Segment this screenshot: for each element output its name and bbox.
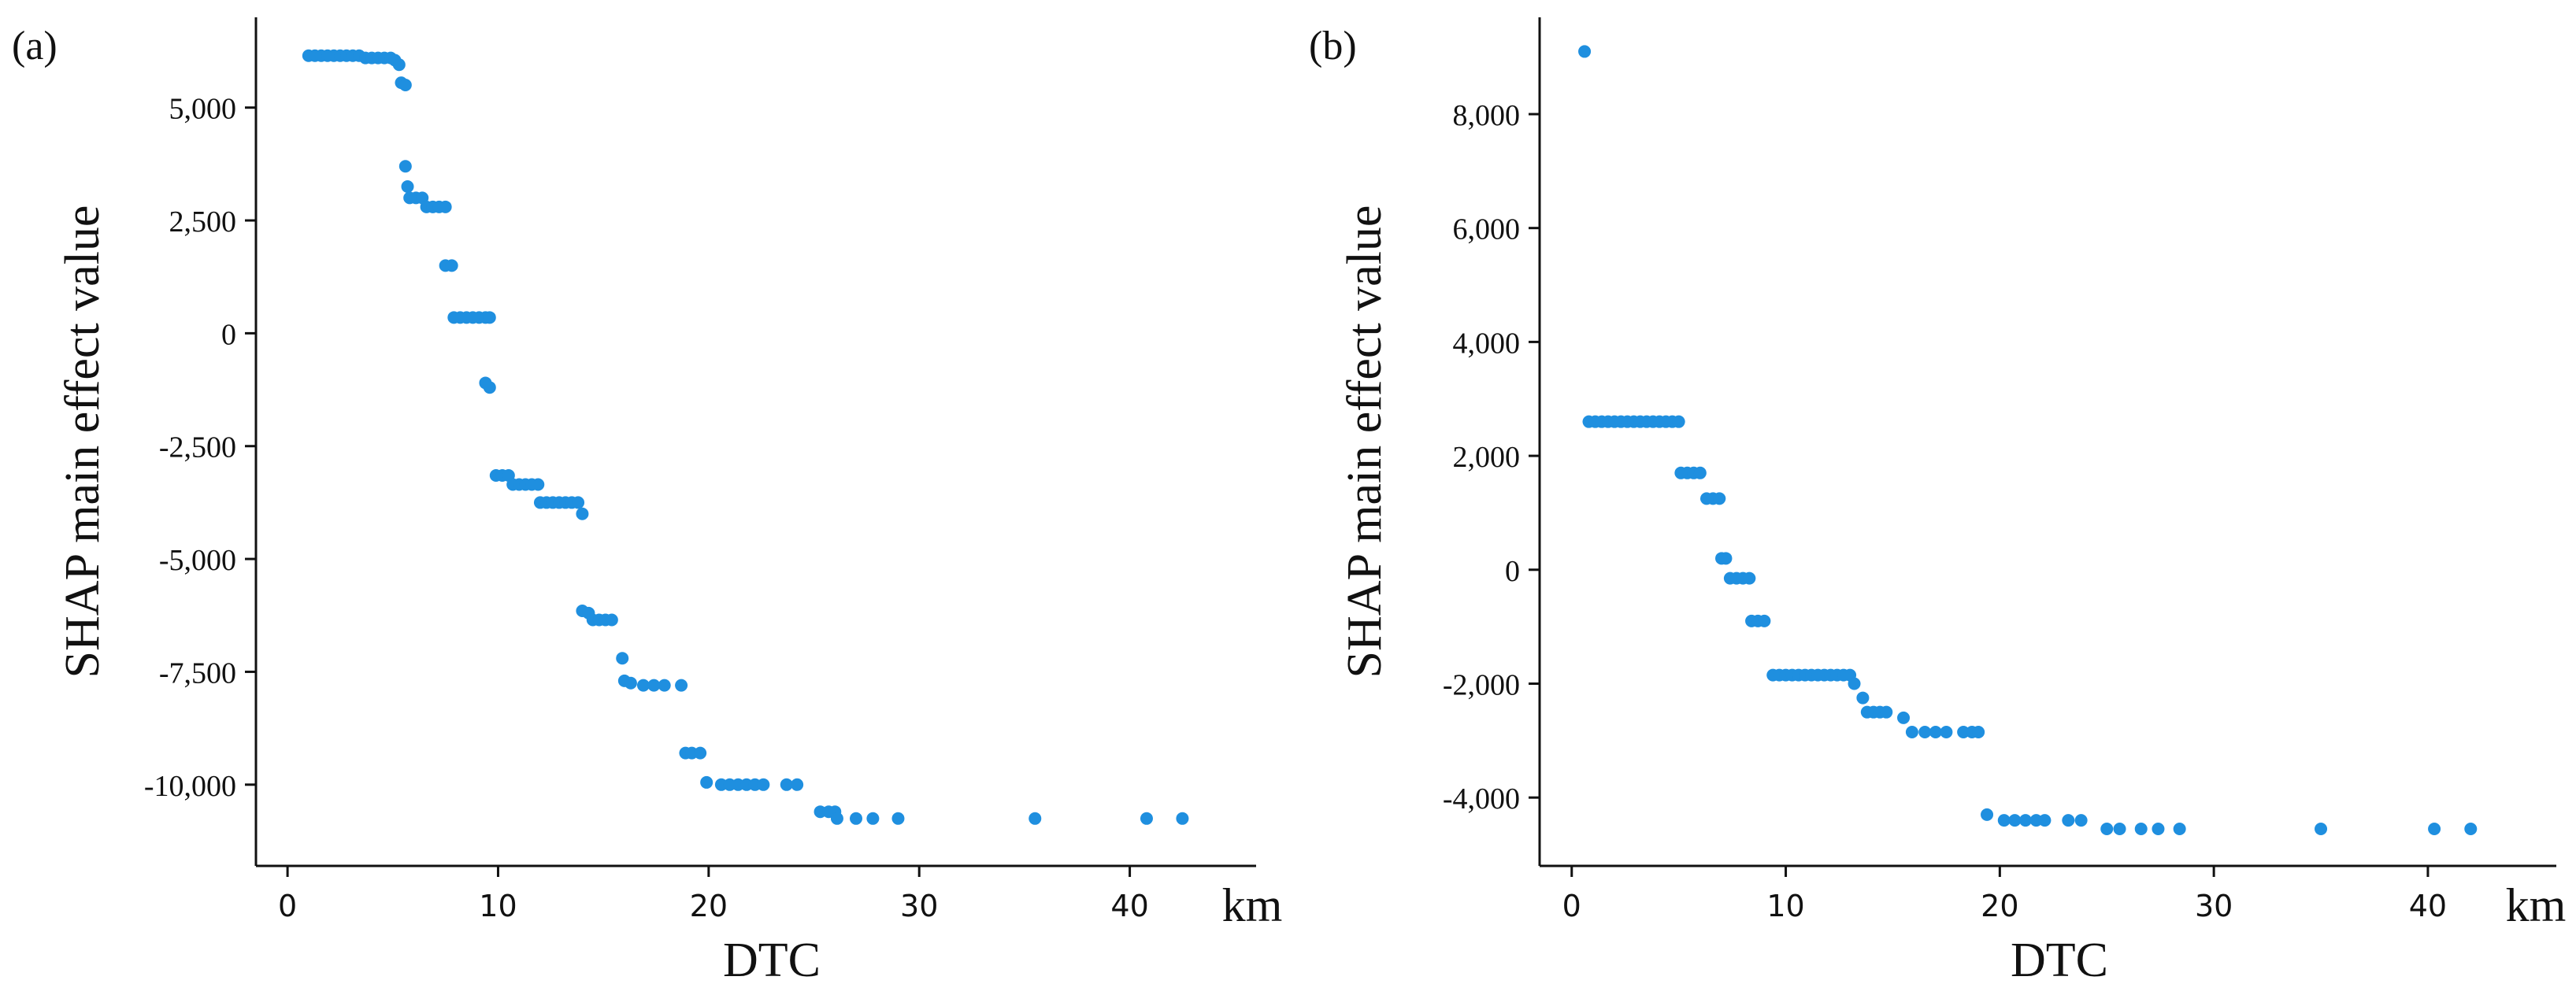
data-point bbox=[572, 496, 585, 509]
data-point bbox=[2428, 822, 2441, 835]
data-point bbox=[1672, 415, 1685, 428]
data-point bbox=[605, 613, 618, 627]
data-point bbox=[1029, 812, 1042, 825]
data-point bbox=[830, 812, 843, 825]
data-point bbox=[439, 200, 452, 213]
x-tick-label: 10 bbox=[479, 889, 517, 923]
data-point bbox=[1905, 725, 1918, 738]
data-point bbox=[1880, 705, 1893, 719]
data-point bbox=[850, 812, 862, 825]
data-point bbox=[1719, 552, 1733, 565]
y-tick-label: -4,000 bbox=[1443, 782, 1520, 816]
data-point bbox=[483, 311, 496, 324]
data-point bbox=[2113, 822, 2126, 835]
y-tick-label: 0 bbox=[1505, 555, 1520, 588]
data-point bbox=[392, 58, 406, 72]
y-tick-label: -7,500 bbox=[159, 657, 236, 690]
data-point bbox=[2100, 822, 2114, 835]
y-tick-label: 5,000 bbox=[169, 93, 237, 126]
x-tick-label: 20 bbox=[690, 889, 728, 923]
data-point bbox=[2038, 814, 2052, 827]
y-axis-title: SHAP main effect value bbox=[56, 205, 109, 679]
panel-a: 5,000 2,500 0 -2,500 -5,000 -7,500 -10,000 0 10 2… bbox=[12, 17, 1282, 987]
data-point bbox=[2173, 822, 2186, 835]
data-point bbox=[2134, 822, 2148, 835]
x-tick-label: 40 bbox=[1110, 889, 1148, 923]
data-point bbox=[1758, 614, 1771, 627]
data-point bbox=[532, 478, 545, 491]
data-point bbox=[675, 679, 688, 692]
data-point bbox=[2464, 822, 2478, 835]
y-tick-label: 2,000 bbox=[1453, 441, 1521, 474]
x-tick-label: 40 bbox=[2409, 889, 2447, 923]
data-point bbox=[891, 812, 905, 825]
x-axis-title: DTC bbox=[723, 934, 821, 987]
y-tick-label: -5,000 bbox=[159, 544, 236, 577]
data-point bbox=[398, 79, 412, 92]
y-axis-title: SHAP main effect value bbox=[1338, 205, 1392, 679]
panel-label: (a) bbox=[12, 24, 57, 68]
data-point bbox=[1929, 725, 1942, 738]
data-point bbox=[2315, 822, 2328, 835]
data-point bbox=[866, 812, 880, 825]
data-point bbox=[636, 679, 650, 692]
data-point bbox=[616, 652, 629, 665]
data-point bbox=[1848, 677, 1861, 690]
x-tick-label: 0 bbox=[1562, 889, 1581, 923]
data-point bbox=[1693, 466, 1707, 479]
data-point bbox=[647, 679, 661, 692]
data-point bbox=[401, 180, 414, 194]
data-point bbox=[576, 507, 589, 520]
data-point bbox=[1743, 571, 1756, 585]
data-point bbox=[1981, 808, 1994, 821]
data-point bbox=[1713, 492, 1726, 505]
data-point bbox=[780, 778, 793, 791]
data-point bbox=[1578, 45, 1592, 58]
y-tick-label: -10,000 bbox=[144, 770, 236, 803]
y-tick-label: 4,000 bbox=[1453, 327, 1521, 360]
x-axis-title: DTC bbox=[2011, 934, 2108, 987]
y-tick-label: 8,000 bbox=[1453, 99, 1521, 132]
data-point bbox=[398, 160, 412, 173]
data-point bbox=[694, 746, 707, 760]
y-tick-label: 0 bbox=[221, 318, 236, 351]
data-point bbox=[2018, 814, 2032, 827]
x-tick-label: 30 bbox=[2195, 889, 2233, 923]
data-point bbox=[700, 775, 713, 789]
data-point bbox=[2008, 814, 2022, 827]
data-point bbox=[2074, 814, 2088, 827]
panel-label: (b) bbox=[1309, 24, 1357, 68]
data-point bbox=[624, 676, 637, 690]
data-point bbox=[1140, 812, 1153, 825]
data-point bbox=[658, 679, 671, 692]
x-tick-label: 10 bbox=[1766, 889, 1804, 923]
data-point bbox=[2062, 814, 2075, 827]
data-point bbox=[1940, 725, 1953, 738]
y-tick-label: 6,000 bbox=[1453, 213, 1521, 246]
data-point bbox=[791, 778, 804, 791]
y-tick-label: -2,500 bbox=[159, 431, 236, 464]
panel-b: 8,000 6,000 4,000 2,000 0 -2,000 -4,000 0 10 20 30… bbox=[1309, 17, 2566, 987]
x-tick-label: 0 bbox=[278, 889, 297, 923]
data-point bbox=[757, 778, 770, 791]
data-point bbox=[1972, 725, 1985, 738]
data-point bbox=[1176, 812, 1189, 825]
data-point bbox=[483, 381, 496, 394]
y-tick-label: -2,000 bbox=[1443, 668, 1520, 701]
data-point bbox=[2152, 822, 2165, 835]
y-tick-label: 2,500 bbox=[169, 205, 237, 239]
data-point bbox=[1856, 691, 1870, 705]
x-tick-label: 20 bbox=[1981, 889, 2018, 923]
data-point bbox=[1918, 725, 1932, 738]
data-point bbox=[1997, 814, 2011, 827]
x-tick-label: 30 bbox=[900, 889, 938, 923]
x-axis-unit: km bbox=[2506, 879, 2567, 931]
x-axis-unit: km bbox=[1222, 879, 1283, 931]
data-point bbox=[1897, 711, 1911, 724]
data-point bbox=[445, 259, 458, 272]
